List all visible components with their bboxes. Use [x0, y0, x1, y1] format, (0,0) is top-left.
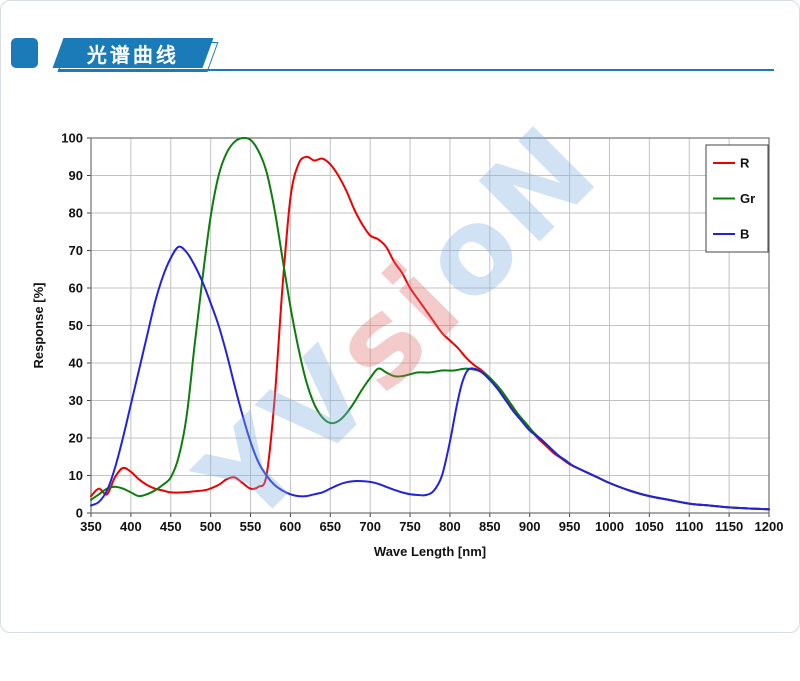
- svg-text:Response [%]: Response [%]: [31, 283, 46, 369]
- svg-text:0: 0: [76, 506, 83, 521]
- svg-text:80: 80: [69, 206, 83, 221]
- chart-canvas: 350 400 450 500 550 600 650 700 750 800 850 900 950 1…: [31, 131, 784, 560]
- svg-text:600: 600: [280, 519, 302, 534]
- svg-text:B: B: [740, 227, 749, 242]
- svg-text:400: 400: [120, 519, 142, 534]
- svg-text:90: 90: [69, 168, 83, 183]
- title-badge: 光谱曲线: [52, 38, 214, 68]
- svg-text:60: 60: [69, 281, 83, 296]
- svg-text:1050: 1050: [635, 519, 664, 534]
- svg-text:Gr: Gr: [740, 191, 755, 206]
- svg-text:750: 750: [399, 519, 421, 534]
- svg-text:30: 30: [69, 393, 83, 408]
- svg-text:950: 950: [559, 519, 581, 534]
- svg-text:850: 850: [479, 519, 501, 534]
- svg-text:1000: 1000: [595, 519, 624, 534]
- svg-text:70: 70: [69, 243, 83, 258]
- svg-text:1150: 1150: [715, 519, 743, 534]
- svg-text:40: 40: [69, 356, 83, 371]
- svg-text:450: 450: [160, 519, 182, 534]
- svg-text:50: 50: [69, 318, 83, 333]
- spectral-chart: 350 400 450 500 550 600 650 700 750 800 850 900 950 1…: [29, 97, 789, 579]
- svg-text:650: 650: [319, 519, 341, 534]
- svg-text:20: 20: [69, 431, 83, 446]
- svg-text:550: 550: [240, 519, 262, 534]
- svg-text:100: 100: [61, 131, 83, 146]
- svg-text:900: 900: [519, 519, 541, 534]
- header-accent-square: [11, 38, 38, 68]
- svg-text:350: 350: [80, 519, 102, 534]
- svg-text:800: 800: [439, 519, 461, 534]
- svg-text:700: 700: [359, 519, 381, 534]
- svg-text:R: R: [740, 156, 750, 171]
- svg-text:1100: 1100: [675, 519, 703, 534]
- svg-text:1200: 1200: [755, 519, 784, 534]
- svg-text:Wave Length [nm]: Wave Length [nm]: [374, 544, 486, 559]
- svg-text:500: 500: [200, 519, 222, 534]
- svg-text:10: 10: [69, 468, 83, 483]
- page-title: 光谱曲线: [87, 44, 179, 67]
- header-underline: [58, 69, 774, 71]
